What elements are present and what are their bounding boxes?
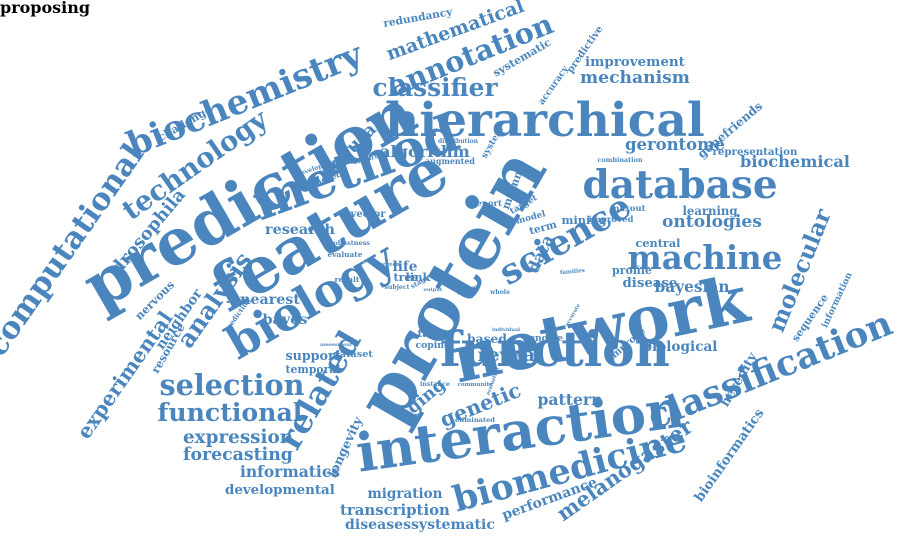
word: link — [405, 269, 431, 284]
word: mechanism — [580, 67, 690, 88]
word: individual — [492, 326, 521, 333]
word: learning — [682, 204, 738, 218]
word: temporal — [285, 362, 341, 376]
word: maxout — [610, 203, 646, 213]
word: improvement — [585, 53, 685, 70]
word: mining — [561, 212, 607, 227]
word: database — [582, 161, 778, 208]
word: biochemical — [740, 152, 850, 171]
word: forecasting — [183, 444, 293, 465]
word: whole — [490, 289, 510, 296]
word: research — [265, 222, 335, 238]
word: subject — [384, 284, 410, 291]
word: robustness — [330, 238, 370, 247]
word: algorithm — [380, 142, 470, 161]
word: report — [472, 198, 502, 209]
word: gerontome — [625, 135, 725, 154]
word: nearest — [240, 292, 300, 308]
word: developmental — [225, 481, 335, 498]
word: assessment — [320, 341, 353, 348]
word: function — [440, 320, 670, 378]
word: combination — [597, 156, 643, 164]
word: reveal — [477, 343, 543, 366]
word: profile — [612, 263, 652, 277]
word: functional — [157, 396, 303, 427]
word: distribution — [438, 138, 478, 145]
word: tree — [393, 270, 419, 284]
word: families — [559, 267, 585, 277]
word: coping — [415, 339, 451, 351]
word: proposing — [0, 0, 91, 17]
word: central — [635, 235, 681, 250]
word: dataset — [333, 349, 373, 360]
word: task — [417, 327, 443, 340]
word: augmented — [425, 157, 475, 166]
word: biological — [642, 339, 718, 355]
word: instance — [420, 381, 450, 388]
word: life — [392, 259, 418, 275]
word: transcription — [340, 500, 450, 519]
word: classifier — [372, 72, 498, 102]
word: bayesian — [654, 277, 730, 296]
word: migration — [367, 486, 443, 502]
word: result — [334, 275, 360, 284]
word: hierarchical — [385, 92, 705, 148]
word: screen — [380, 261, 400, 268]
word: output — [423, 286, 443, 293]
word: improved — [588, 214, 634, 225]
word: genome — [523, 333, 563, 344]
word: vector — [350, 209, 386, 220]
word: bayes — [262, 312, 308, 328]
word: ontologies — [662, 211, 762, 232]
word: bioinformatics — [691, 405, 768, 505]
word: representation — [712, 146, 798, 158]
word: selection — [159, 367, 305, 402]
word: pattern — [537, 390, 603, 409]
word: community — [457, 382, 493, 388]
word: machine — [627, 239, 783, 277]
word: informatics — [240, 462, 340, 481]
word: diseasessystematic — [345, 517, 495, 533]
word: support — [285, 347, 341, 363]
word: eliminated — [455, 415, 495, 424]
word: based — [467, 331, 507, 346]
word: evaluate — [327, 249, 363, 259]
word: disease — [622, 275, 678, 291]
word: expression — [183, 427, 294, 448]
